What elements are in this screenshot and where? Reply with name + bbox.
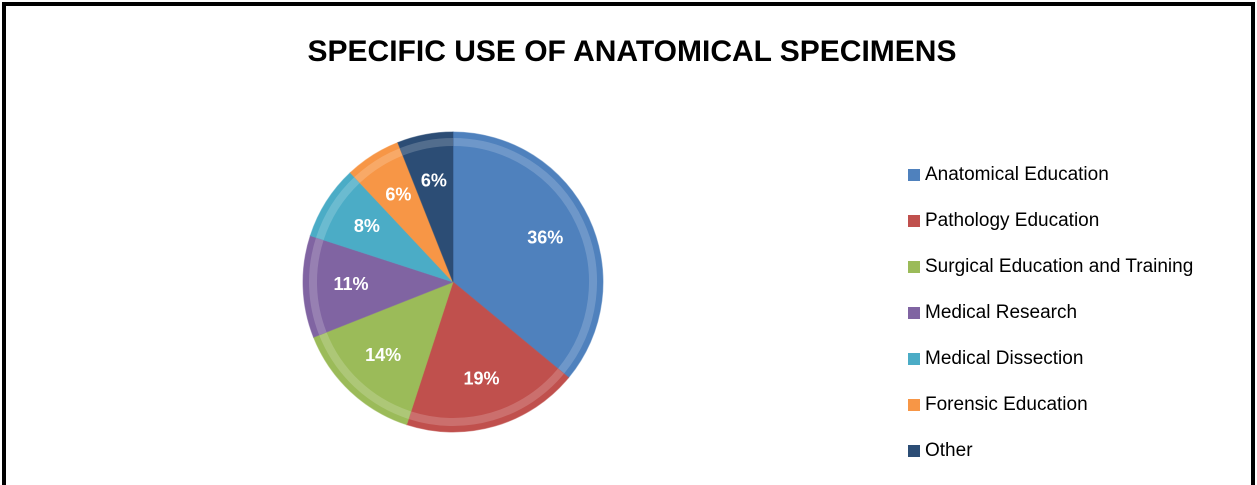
legend-label: Anatomical Education: [925, 164, 1109, 185]
pie-slice: [406, 281, 570, 433]
pie-slice: [302, 235, 455, 338]
data-label: 11%: [334, 274, 369, 294]
legend-swatch: [908, 307, 920, 319]
legend-label: Medical Dissection: [925, 348, 1083, 369]
slice-bevel: [408, 368, 564, 426]
slice-bevel: [316, 177, 360, 241]
legend-swatch: [908, 353, 920, 365]
pie-slice: [452, 131, 604, 379]
slice-bevel: [452, 138, 597, 374]
legend-label: Pathology Education: [925, 210, 1099, 231]
pie-slice: [397, 131, 454, 283]
legend-swatch: [908, 169, 920, 181]
legend-swatch: [908, 399, 920, 411]
legend-label: Other: [925, 440, 973, 461]
pie-slice: [312, 281, 454, 426]
legend-label: Surgical Education and Training: [925, 256, 1193, 277]
legend-swatch: [908, 445, 920, 457]
data-label: 6%: [385, 185, 411, 205]
legend-label: Medical Research: [925, 302, 1077, 323]
data-label: 8%: [354, 216, 380, 236]
data-label: 14%: [365, 345, 401, 365]
data-label: 36%: [527, 227, 563, 247]
slice-bevel: [309, 237, 327, 336]
slice-bevel: [319, 332, 411, 419]
legend-label: Forensic Education: [925, 394, 1088, 415]
slice-bevel: [354, 148, 404, 183]
legend-swatch: [908, 261, 920, 273]
data-label: 19%: [463, 369, 499, 389]
slice-bevel: [399, 138, 454, 156]
chart-title: SPECIFIC USE OF ANATOMICAL SPECIMENS: [308, 35, 957, 68]
legend-swatch: [908, 215, 920, 227]
data-label: 6%: [421, 171, 447, 191]
